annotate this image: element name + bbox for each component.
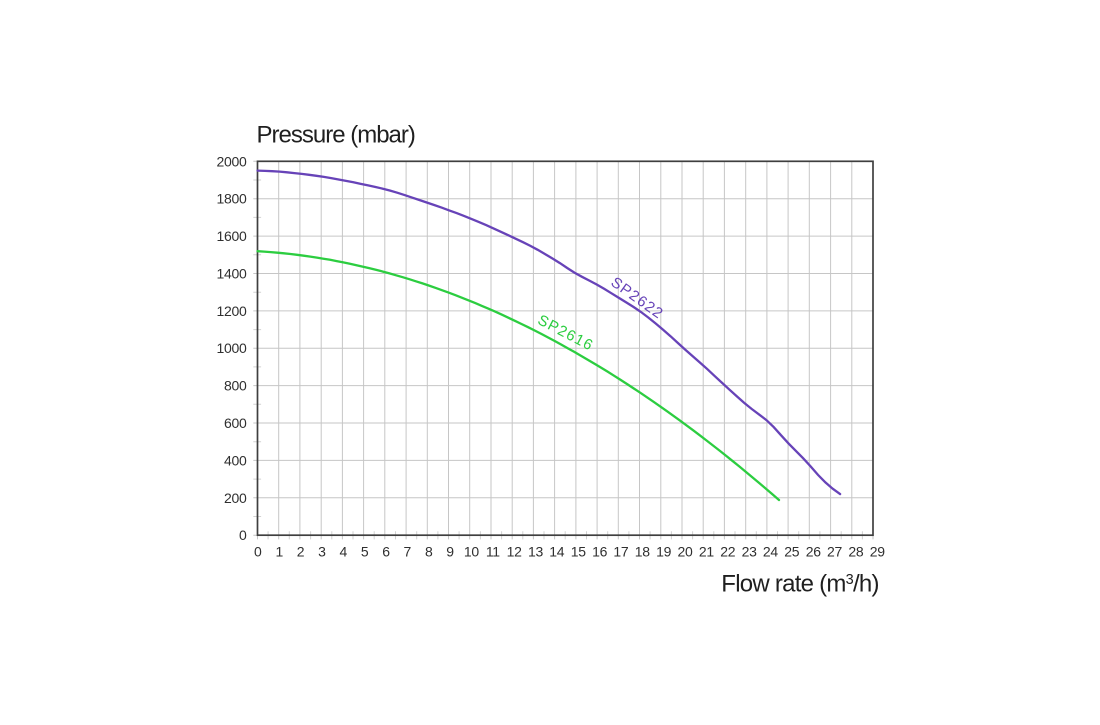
svg-text:2000: 2000 xyxy=(217,153,247,169)
svg-text:19: 19 xyxy=(656,544,671,560)
svg-text:1800: 1800 xyxy=(217,191,247,207)
svg-text:2: 2 xyxy=(297,544,305,560)
svg-text:26: 26 xyxy=(806,544,821,560)
svg-text:Pressure (mbar): Pressure (mbar) xyxy=(257,121,415,148)
svg-text:4: 4 xyxy=(339,544,347,560)
svg-text:10: 10 xyxy=(464,544,479,560)
svg-text:800: 800 xyxy=(224,378,247,394)
svg-text:18: 18 xyxy=(635,544,650,560)
svg-text:25: 25 xyxy=(784,544,799,560)
svg-text:6: 6 xyxy=(382,544,390,560)
svg-text:12: 12 xyxy=(507,544,522,560)
svg-text:29: 29 xyxy=(870,544,885,560)
svg-text:20: 20 xyxy=(678,544,693,560)
svg-text:28: 28 xyxy=(848,544,863,560)
svg-text:3: 3 xyxy=(318,544,326,560)
svg-text:8: 8 xyxy=(425,544,433,560)
svg-text:14: 14 xyxy=(549,544,564,560)
svg-text:22: 22 xyxy=(720,544,735,560)
svg-text:13: 13 xyxy=(528,544,543,560)
svg-text:11: 11 xyxy=(486,544,500,560)
svg-text:0: 0 xyxy=(254,544,262,560)
svg-text:16: 16 xyxy=(592,544,607,560)
svg-text:0: 0 xyxy=(239,527,247,543)
svg-text:200: 200 xyxy=(224,490,247,506)
svg-text:1600: 1600 xyxy=(217,228,247,244)
svg-text:5: 5 xyxy=(361,544,369,560)
svg-text:Flow rate (m3/h): Flow rate (m3/h) xyxy=(721,570,878,597)
svg-text:23: 23 xyxy=(742,544,757,560)
svg-text:9: 9 xyxy=(446,544,454,560)
svg-text:1400: 1400 xyxy=(217,266,247,282)
svg-text:1200: 1200 xyxy=(217,303,247,319)
svg-text:17: 17 xyxy=(613,544,628,560)
svg-text:1000: 1000 xyxy=(217,340,247,356)
svg-text:21: 21 xyxy=(699,544,714,560)
svg-text:27: 27 xyxy=(827,544,842,560)
svg-text:400: 400 xyxy=(224,452,247,468)
svg-text:1: 1 xyxy=(275,544,283,560)
svg-text:7: 7 xyxy=(404,544,412,560)
svg-text:600: 600 xyxy=(224,415,247,431)
svg-text:24: 24 xyxy=(763,544,778,560)
svg-text:15: 15 xyxy=(571,544,586,560)
